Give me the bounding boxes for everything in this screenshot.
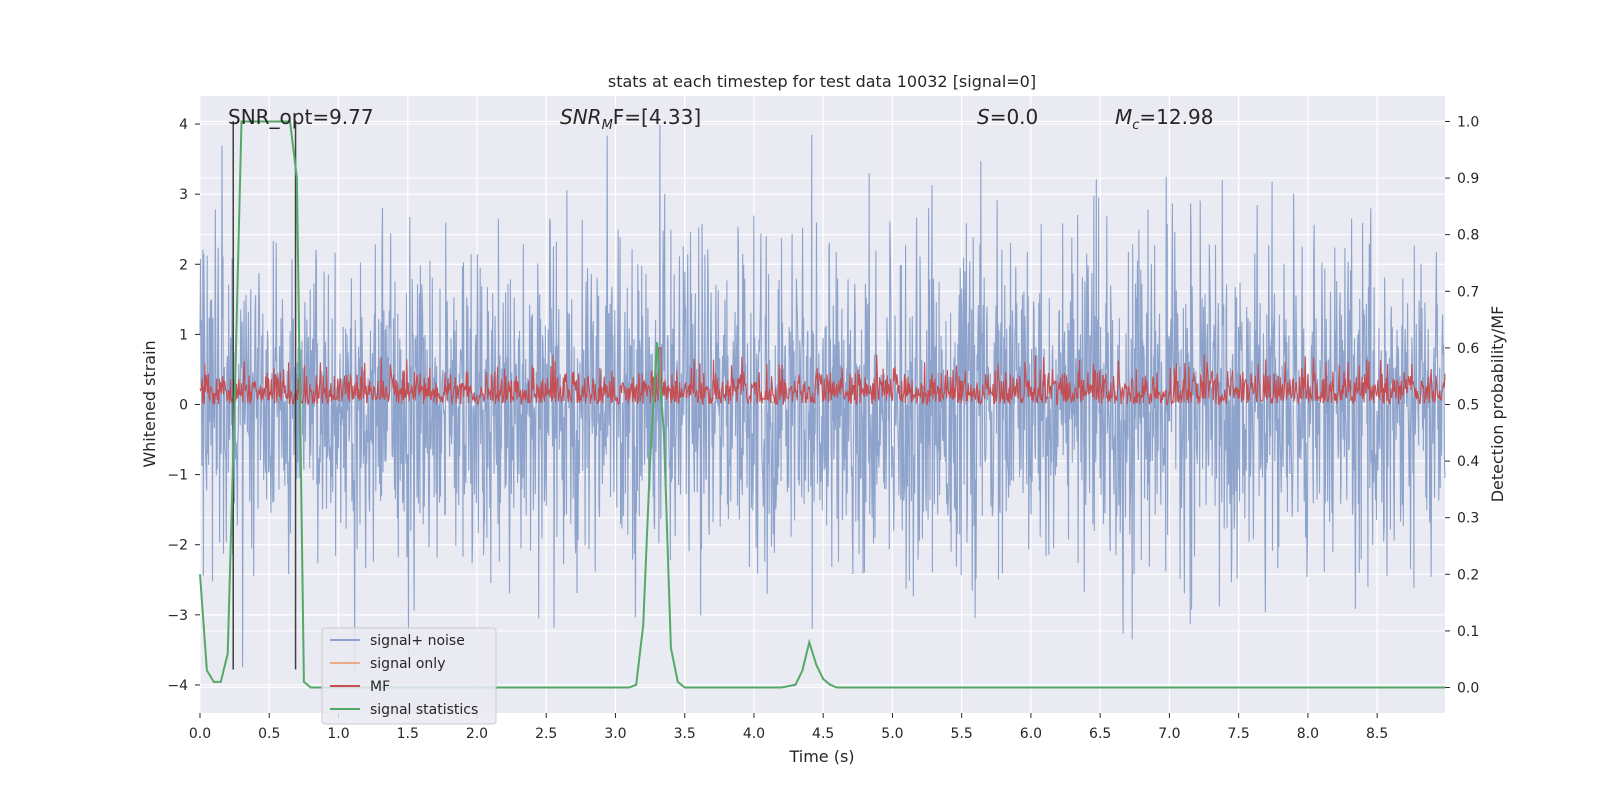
x-tick-label: 7.5: [1228, 726, 1250, 742]
annotation-mc-rest: =12.98: [1139, 105, 1213, 129]
signal-plus-noise-line: [199, 124, 1446, 671]
y-left-tick-label: 1: [179, 327, 188, 343]
y-right-tick-label: 0.4: [1457, 454, 1479, 470]
x-tick-label: 3.0: [604, 726, 626, 742]
series-signal-statistics: [199, 120, 1445, 689]
x-tick-label: 4.5: [812, 726, 834, 742]
x-axis-label: Time (s): [788, 747, 854, 766]
x-tick-labels: 0.0 0.5 1.0 1.5 2.0 2.5 3.0 3.5 4.0 4.5 5.0 5.5 6.0 6…: [189, 713, 1388, 742]
annotation-snr-mf-sub: M: [602, 118, 613, 133]
annotation-s-rest: =0.0: [990, 105, 1039, 129]
y-right-tick-label: 0.7: [1457, 284, 1479, 300]
legend-label-mf: MF: [370, 679, 390, 695]
y-right-tick-labels: 0.0 0.1 0.2 0.3 0.4 0.5 0.6 0.7 0.8 0.9 1.0: [1445, 114, 1479, 697]
legend: signal+ noise signal only MF signal stat…: [321, 627, 497, 725]
x-tick-label: 4.0: [743, 726, 765, 742]
y-right-tick-label: 0.0: [1457, 681, 1479, 697]
y-right-tick-label: 0.9: [1457, 171, 1479, 187]
x-tick-label: 1.0: [327, 726, 349, 742]
vertical-markers: [232, 121, 297, 670]
y-right-tick-label: 0.1: [1457, 624, 1479, 640]
y-left-tick-label: −1: [167, 468, 188, 484]
legend-label-signal-statistics: signal statistics: [370, 702, 478, 718]
y-right-tick-label: 1.0: [1457, 114, 1479, 130]
x-tick-label: 1.5: [397, 726, 419, 742]
x-tick-label: 6.5: [1089, 726, 1111, 742]
annotation-mc: Mc=12.98: [1115, 105, 1213, 133]
y-right-tick-label: 0.5: [1457, 398, 1479, 414]
y-left-tick-labels: −4 −3 −2 −1 0 1 2 3 4: [167, 117, 200, 694]
y-left-axis-label: Whitened strain: [140, 340, 159, 467]
y-right-tick-label: 0.3: [1457, 511, 1479, 527]
x-tick-label: 0.0: [189, 726, 211, 742]
y-left-tick-label: 3: [179, 187, 188, 203]
y-left-tick-label: −3: [167, 608, 188, 624]
x-tick-label: 6.0: [1020, 726, 1042, 742]
y-left-tick-label: 2: [179, 257, 188, 273]
y-left-tick-label: 0: [179, 398, 188, 414]
legend-label-signal-plus-noise: signal+ noise: [370, 633, 465, 649]
chart-title: stats at each timestep for test data 100…: [608, 72, 1036, 91]
annotation-snr-mf-rest: F=[4.33]: [613, 105, 701, 129]
y-right-tick-label: 0.2: [1457, 567, 1479, 583]
x-tick-label: 2.0: [466, 726, 488, 742]
y-right-tick-label: 0.8: [1457, 228, 1479, 244]
x-tick-label: 2.5: [535, 726, 557, 742]
annotation-mc-sub: c: [1132, 118, 1139, 133]
y-left-tick-label: −2: [167, 538, 188, 554]
x-tick-label: 0.5: [258, 726, 280, 742]
y-right-tick-label: 0.6: [1457, 341, 1479, 357]
series-signal-plus-noise: [199, 124, 1446, 671]
legend-label-signal-only: signal only: [370, 656, 445, 672]
y-left-tick-label: 4: [179, 117, 188, 133]
x-tick-label: 5.5: [951, 726, 973, 742]
signal-statistics-line: [199, 120, 1445, 689]
annotation-snr-mf-name: SNR: [560, 105, 602, 129]
x-tick-label: 7.0: [1158, 726, 1180, 742]
annotation-mc-name: M: [1115, 105, 1132, 129]
x-tick-label: 8.5: [1366, 726, 1388, 742]
series-mf: [199, 347, 1446, 407]
annotation-snr-mf: SNRMF=[4.33]: [560, 105, 701, 133]
y-left-tick-label: −4: [167, 678, 188, 694]
y-right-axis-label: Detection probability/MF: [1488, 306, 1507, 503]
annotation-s-name: S: [977, 105, 990, 129]
mf-line: [199, 347, 1446, 407]
x-tick-label: 3.5: [674, 726, 696, 742]
x-tick-label: 5.0: [881, 726, 903, 742]
legend-box: [321, 627, 497, 725]
annotation-s: S=0.0: [977, 105, 1038, 129]
annotation-snr-opt: SNR_opt=9.77: [228, 105, 374, 129]
x-tick-label: 8.0: [1297, 726, 1319, 742]
